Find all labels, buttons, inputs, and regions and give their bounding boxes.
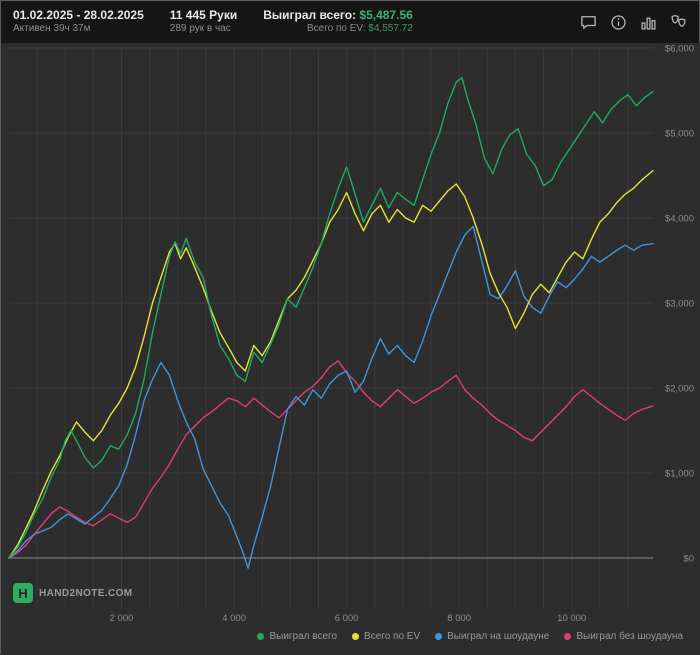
chart-svg: $0 $1,000 $2,000 $3,000 $4,000 $5,000 $6,000 2 … [8,44,694,624]
won-total-label: Выиграл всего: [263,8,357,23]
legend-dot-won-total [257,633,265,640]
svg-text:10 000: 10 000 [557,613,586,624]
bar-chart-icon[interactable] [640,14,657,31]
svg-text:$3,000: $3,000 [665,299,694,310]
svg-text:6 000: 6 000 [335,613,359,624]
svg-text:$6,000: $6,000 [665,44,694,55]
theater-masks-icon[interactable] [670,14,687,31]
chart-legend: Выиграл всего Всего по EV Выиграл на шоу… [257,631,683,642]
svg-text:2 000: 2 000 [110,613,134,624]
hands-count: 11 445 Руки [169,8,238,23]
legend-label-won-non-showdown: Выиграл без шоудауна [576,631,683,642]
active-time: Активен 39ч 37м [13,23,91,35]
legend-dot-won-showdown [435,633,443,640]
comment-icon[interactable] [580,14,597,31]
stat-hands: 11 445 Руки 289 рук в час [170,8,237,36]
svg-text:$1,000: $1,000 [665,469,694,480]
legend-item-won-total[interactable]: Выиграл всего [257,631,337,642]
ev-total-value: $4,557.72 [368,23,413,35]
svg-text:$0: $0 [683,554,694,565]
top-bar: 01.02.2025 - 28.02.2025 Активен 39ч 37м … [1,1,699,43]
stat-winnings: Выиграл всего: $5,487.56 Всего по EV: $4… [263,8,413,36]
legend-label-won-showdown: Выиграл на шоудауне [447,631,550,642]
svg-text:8 000: 8 000 [447,613,471,624]
legend-item-ev-total[interactable]: Всего по EV [352,631,420,642]
info-icon[interactable] [610,14,627,31]
legend-label-ev-total: Всего по EV [364,631,421,642]
svg-text:$4,000: $4,000 [665,214,694,225]
won-total-value: $5,487.56 [359,8,413,23]
hand2note-logo: H HAND2NOTE.COM [13,583,133,603]
legend-dot-ev-total [352,633,360,640]
svg-text:4 000: 4 000 [222,613,246,624]
chart-panel: $0 $1,000 $2,000 $3,000 $4,000 $5,000 $6,000 2 … [1,43,700,655]
legend-dot-won-non-showdown [564,633,572,640]
hands-per-hour: 289 рук в час [169,23,231,35]
legend-label-won-total: Выиграл всего [269,631,338,642]
stat-date-range: 01.02.2025 - 28.02.2025 Активен 39ч 37м [13,8,144,36]
hand2note-logo-text: HAND2NOTE.COM [39,587,133,599]
legend-item-won-showdown[interactable]: Выиграл на шоудауне [435,631,549,642]
date-range: 01.02.2025 - 28.02.2025 [13,8,144,23]
ev-total-label: Всего по EV: [307,23,366,35]
svg-text:$5,000: $5,000 [665,129,694,140]
toolbar-icons [566,14,687,31]
legend-item-won-non-showdown[interactable]: Выиграл без шоудауна [564,631,683,642]
svg-text:$2,000: $2,000 [665,384,694,395]
hand2note-logo-icon: H [13,583,33,603]
